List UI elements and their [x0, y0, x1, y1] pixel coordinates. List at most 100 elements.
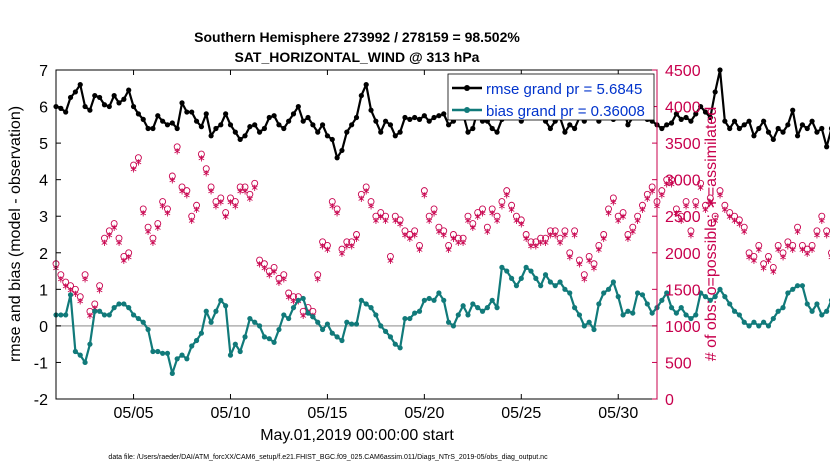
rmse-point	[727, 125, 733, 132]
obs-assimilated-point: ∗	[66, 285, 74, 296]
obs-assimilated-point: ∗	[178, 187, 186, 198]
bias-point	[765, 323, 772, 329]
rmse-point	[63, 109, 69, 115]
obs-possible-point	[585, 252, 593, 260]
obs-possible-point	[411, 227, 419, 235]
obs-assimilated-point: ∗	[396, 220, 404, 231]
obs-assimilated-point: ∗	[735, 220, 743, 231]
obs-possible-point	[241, 183, 249, 191]
obs-assimilated-point: ∗	[759, 263, 767, 274]
bias-point	[319, 326, 326, 333]
bias-series-markers	[53, 264, 830, 377]
obs-assimilated-point: ∗	[658, 190, 666, 201]
obs-possible-point	[551, 227, 559, 235]
rmse-point	[300, 118, 306, 124]
bias-point	[412, 310, 418, 316]
y-left-tick-label: 3	[39, 209, 48, 226]
bias-point	[528, 268, 534, 274]
bias-point	[276, 326, 282, 333]
obs-assimilated-point: ∗	[246, 194, 254, 205]
y-axis-right-label: # of obs: o=possible; ∗=assimilated	[703, 107, 720, 361]
rmse-point	[286, 118, 292, 124]
rmse-point	[547, 125, 553, 132]
bias-series-line	[56, 266, 830, 375]
x-tick-label: 05/30	[598, 405, 638, 422]
obs-possible-point	[430, 205, 438, 213]
obs-possible-point	[498, 198, 506, 206]
obs-assimilated-point: ∗	[328, 201, 336, 212]
obs-possible-point	[590, 260, 598, 268]
obs-assimilated-point: ∗	[730, 216, 738, 227]
obs-assimilated-point: ∗	[478, 209, 486, 220]
y-axis-left-label: rmse and bias (model - observation)	[7, 106, 24, 362]
bias-point	[717, 286, 723, 292]
bias-point	[794, 283, 801, 289]
rmse-point	[155, 113, 161, 119]
obs-assimilated-point: ∗	[105, 231, 113, 242]
rmse-point	[198, 124, 205, 130]
obs-possible-point	[668, 176, 675, 184]
obs-possible-point	[222, 209, 230, 217]
bias-point	[397, 345, 403, 351]
obs-possible-point	[212, 198, 220, 206]
bias-point	[591, 326, 597, 333]
obs-assimilated-point: ∗	[512, 216, 520, 227]
bias-point	[596, 301, 602, 307]
rmse-point	[169, 120, 175, 126]
bias-point	[373, 312, 379, 318]
rmse-point	[67, 94, 74, 101]
obs-possible-point	[231, 198, 239, 206]
rmse-point	[683, 114, 689, 121]
obs-possible-point	[193, 201, 201, 209]
y-left-tick-label: 1	[39, 282, 48, 299]
obs-possible-point	[716, 187, 724, 195]
bias-point	[111, 305, 117, 311]
obs-assimilated-point: ∗	[401, 231, 409, 242]
obs-assimilated-point: ∗	[672, 209, 680, 220]
rmse-point	[731, 118, 738, 124]
rmse-point	[344, 129, 350, 135]
bias-point	[460, 303, 466, 309]
rmse-point	[373, 118, 379, 124]
bias-point	[198, 330, 205, 336]
obs-possible-point	[522, 231, 530, 238]
rmse-point	[397, 129, 403, 135]
obs-possible-point	[479, 205, 486, 213]
obs-assimilated-point: ∗	[284, 293, 292, 304]
y-left-tick-label: 4	[39, 173, 48, 190]
bias-point	[353, 321, 360, 327]
rmse-point	[702, 109, 709, 115]
rmse-point	[223, 111, 229, 117]
obs-assimilated-point: ∗	[682, 201, 690, 212]
obs-possible-point	[532, 238, 540, 246]
bias-point	[126, 305, 132, 311]
y-right-tick-label: 500	[665, 355, 692, 372]
obs-assimilated-point: ∗	[667, 179, 675, 190]
obs-assimilated-point: ∗	[493, 216, 501, 227]
x-tick-label: 05/05	[114, 405, 154, 422]
obs-assimilated-point: ∗	[125, 252, 133, 263]
bias-point	[218, 297, 224, 303]
obs-assimilated-point: ∗	[536, 238, 544, 249]
rmse-point	[368, 107, 374, 113]
y-left-tick-label: 7	[39, 63, 48, 80]
rmse-point	[693, 111, 699, 117]
rmse-point	[111, 92, 117, 99]
bias-point	[77, 352, 83, 358]
rmse-point	[349, 122, 355, 128]
y-right-tick-label: 0	[665, 392, 674, 409]
rmse-point	[441, 111, 447, 117]
y-left-tick-label: 0	[39, 319, 48, 336]
rmse-point	[208, 133, 214, 139]
obs-possible-point	[546, 227, 554, 235]
obs-possible-point	[493, 212, 501, 220]
rmse-point	[247, 124, 253, 130]
obs-possible-point	[818, 212, 826, 220]
bias-point	[615, 294, 621, 300]
rmse-point	[814, 129, 820, 135]
bias-point	[668, 305, 675, 311]
obs-possible-point	[702, 201, 709, 209]
obs-assimilated-point: ∗	[449, 234, 457, 245]
